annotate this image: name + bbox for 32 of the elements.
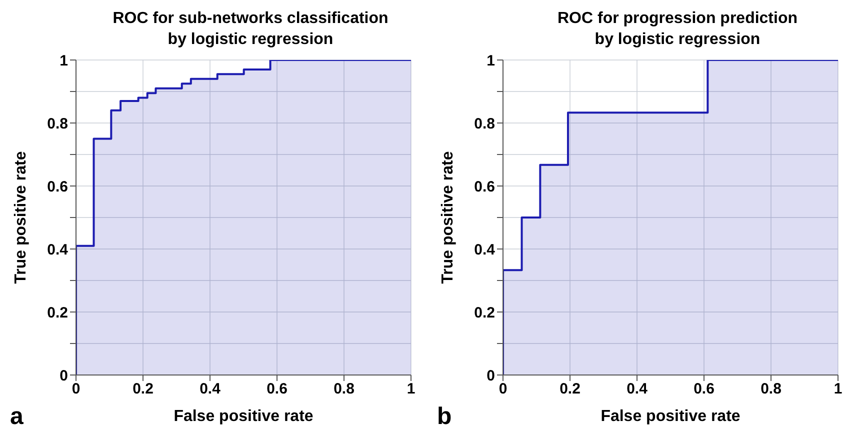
y-tick-label: 0	[486, 367, 495, 384]
y-tick-label: 0.6	[474, 178, 495, 196]
y-tick-label: 0.8	[474, 115, 495, 132]
x-tick-label: 0.4	[626, 380, 648, 398]
y-tick-label: 0.8	[47, 115, 68, 132]
x-tick-label: 0.6	[266, 380, 288, 398]
text: b	[437, 403, 452, 431]
text: a	[10, 403, 24, 431]
x-tick-label: 0.2	[560, 380, 580, 398]
y-tick-label: 0.6	[47, 178, 68, 196]
x-tick-label: 0.8	[334, 380, 354, 398]
x-tick-label: 0.8	[760, 380, 782, 398]
x-tick-label: 1	[406, 380, 416, 398]
x-tick-label: 0	[72, 380, 80, 398]
chart-title: ROC for sub-networks classification by logistic regression	[112, 9, 390, 48]
x-tick-label: 0	[498, 380, 508, 398]
chart-title: ROC for progression prediction by logistic regression	[556, 9, 798, 48]
y-tick-label: 0.4	[474, 241, 496, 258]
y-axis-title: True positive rate	[12, 151, 30, 284]
y-axis-title: True positive rate	[440, 151, 457, 284]
y-tick-label: 0	[60, 367, 68, 384]
x-axis-title: False positive rate	[600, 408, 740, 425]
y-tick-label: 0.2	[47, 304, 68, 322]
x-tick-label: 0.4	[200, 380, 222, 398]
x-axis-title: False positive rate	[174, 408, 314, 425]
x-tick-label: 0.6	[694, 380, 714, 398]
y-tick-label: 0.4	[47, 241, 69, 258]
y-tick-label: 1	[60, 52, 68, 70]
x-tick-label: 1	[834, 380, 842, 398]
y-tick-label: 1	[486, 52, 495, 70]
y-tick-label: 0.2	[474, 304, 495, 322]
x-tick-label: 0.2	[132, 380, 154, 398]
